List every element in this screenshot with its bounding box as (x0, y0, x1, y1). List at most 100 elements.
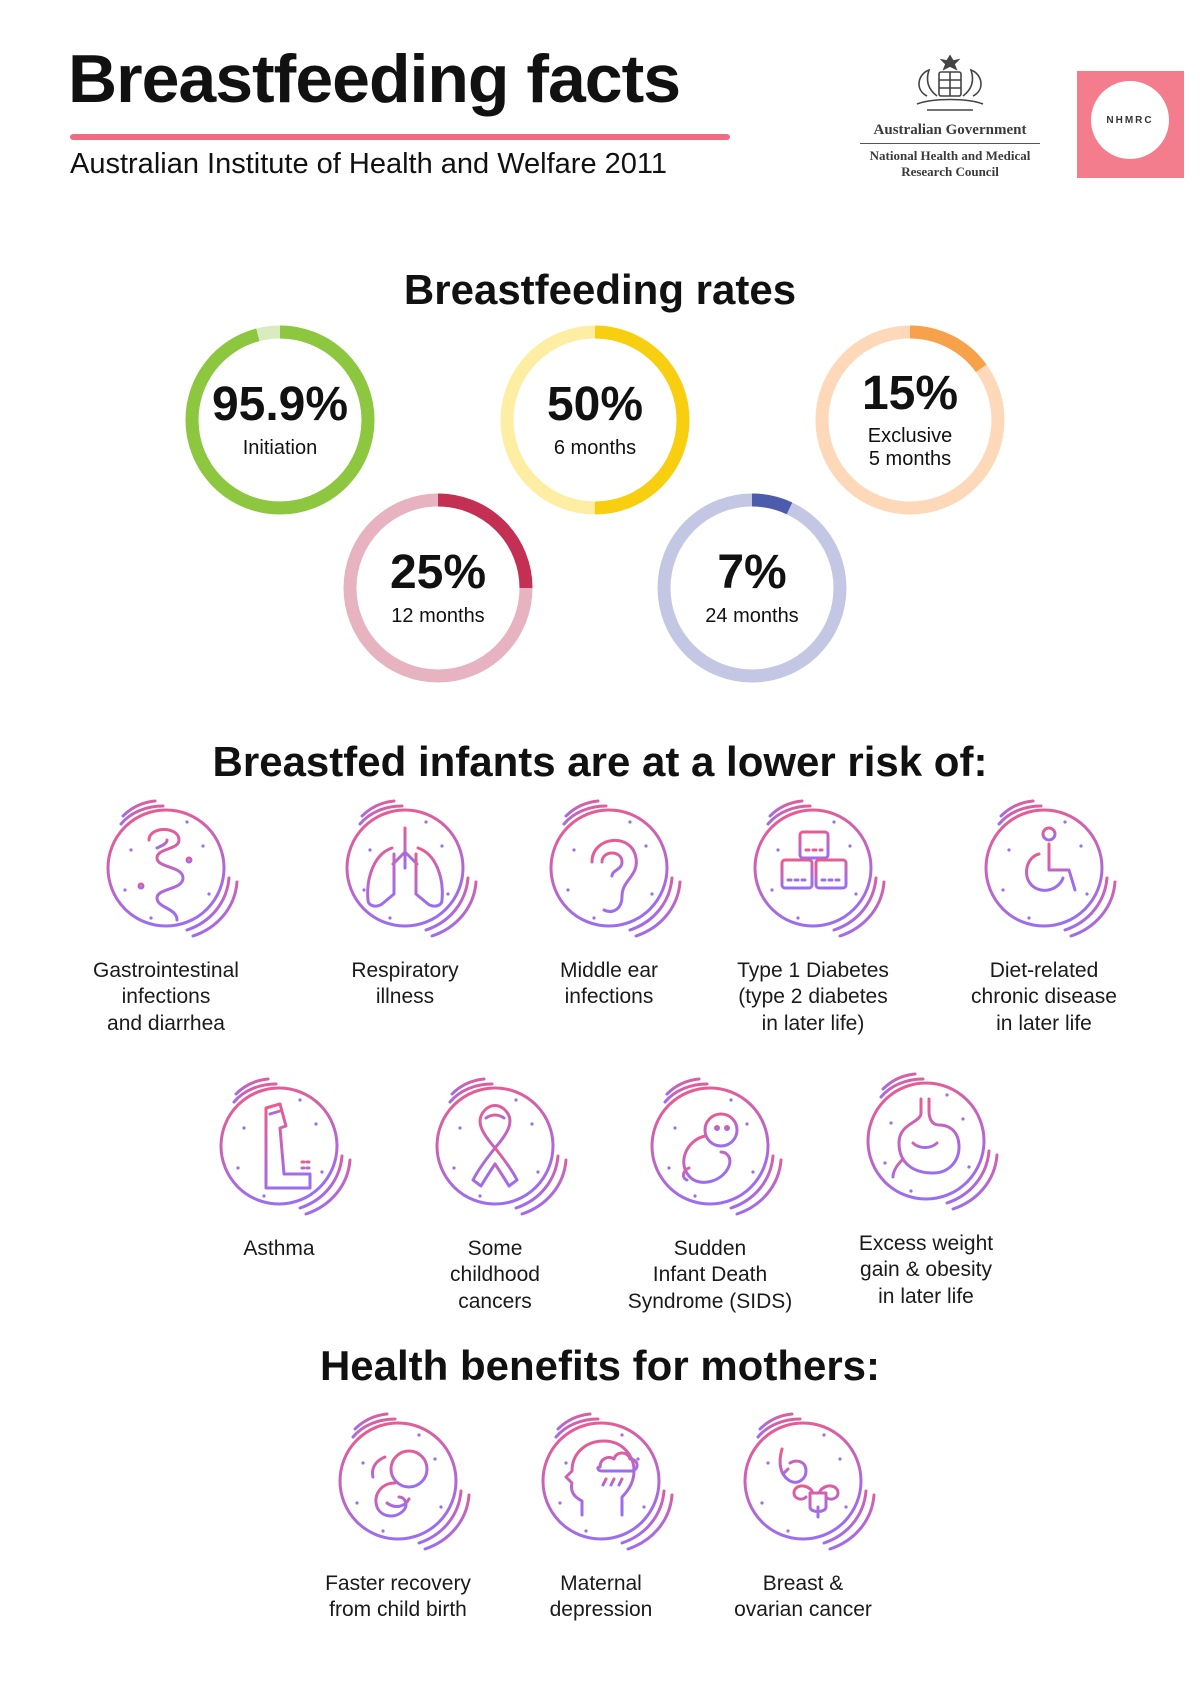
sleeping-baby-icon (650, 1077, 783, 1216)
icon-accent-arc (822, 1489, 868, 1545)
rate-value: 50% (546, 378, 644, 432)
icon-glyph (264, 1102, 312, 1190)
icon-accent-arc (881, 1072, 917, 1091)
icon-dot (751, 1170, 755, 1174)
icon-dot (478, 1194, 482, 1198)
icon-accent-arc (766, 804, 812, 826)
risk-label: Middle ear infections (559, 959, 659, 1009)
benefit-label: Faster recovery from child birth (325, 1572, 471, 1622)
rate-value: 25% (389, 546, 487, 600)
icon-circle (541, 1421, 661, 1541)
icon-dot (207, 892, 211, 896)
icon-dot (242, 1126, 246, 1130)
icon-dot (961, 1117, 965, 1121)
icon-dot (786, 1529, 790, 1533)
icon-dot (458, 1126, 462, 1130)
council-name: National Health and Medical Research Cou… (869, 148, 1031, 179)
icon-glyph (366, 826, 444, 908)
icon-circle (338, 1421, 458, 1541)
head-raincloud-icon (541, 1412, 674, 1551)
icon-dot (592, 916, 596, 920)
icon-glyph (891, 1097, 961, 1179)
icon-accent-arc (185, 876, 231, 932)
risk-sids: Sudden Infant Death Syndrome (SIDS) (595, 1068, 825, 1315)
progress-ring (815, 325, 1005, 515)
icon-dot (362, 888, 366, 892)
icon-dot (129, 848, 133, 852)
rate-ring-6-months: 50% 6 months (495, 320, 695, 520)
title-underline (70, 134, 730, 140)
risk-label: Some childhood cancers (450, 1237, 540, 1313)
risk-label: Respiratory illness (351, 959, 459, 1009)
rates-section-title: Breastfeeding rates (403, 266, 797, 313)
icon-glyph (564, 1439, 639, 1517)
coat-of-arms-icon (916, 54, 984, 111)
icon-dot (314, 1122, 318, 1126)
icon-dot (185, 820, 189, 824)
icon-glyph (137, 828, 193, 922)
government-name: Australian Government (860, 122, 1040, 144)
risk-diet-related-disease: Diet-related chronic disease in later li… (929, 790, 1159, 1037)
icon-circle (219, 1086, 339, 1206)
icon-dot (628, 820, 632, 824)
icon-accent-arc (423, 1493, 471, 1551)
icon-accent-arc (298, 1154, 344, 1210)
icon-accent-arc (951, 1153, 999, 1211)
icon-accent-arc (360, 799, 396, 818)
icon-dot (564, 1461, 568, 1465)
icon-dot (1007, 848, 1011, 852)
icon-circle (753, 808, 873, 928)
ring-progress-arc (185, 325, 375, 515)
icon-accent-arc (735, 1158, 783, 1216)
ribbon-icon (435, 1077, 568, 1216)
icon-dot (514, 1098, 518, 1102)
icon-dot (967, 1165, 971, 1169)
icon-dot (796, 916, 800, 920)
rate-label: 12 months (391, 604, 485, 627)
icon-accent-arc (520, 1158, 568, 1216)
icon-dot (236, 1166, 240, 1170)
icon-dot (650, 892, 654, 896)
government-logo: Australian Government National Health an… (860, 52, 1040, 179)
rate-ring-12-months: 25% 12 months (338, 488, 538, 688)
rate-ring-exclusive-5-months: 15% Exclusive 5 months (810, 320, 1010, 520)
icon-dot (262, 1194, 266, 1198)
icon-dot (566, 888, 570, 892)
ring-progress-arc (815, 325, 1005, 515)
icon-accent-arc (634, 880, 682, 938)
icon-dot (558, 1501, 562, 1505)
fetus-icon (338, 1412, 471, 1551)
risk-label: Type 1 Diabetes (type 2 diabetes in late… (737, 959, 889, 1035)
risk-middle-ear: Middle ear infections (494, 790, 724, 1011)
rate-value: 15% (861, 366, 959, 420)
icon-dot (909, 1189, 913, 1193)
ring-progress-arc (500, 325, 690, 515)
icon-accent-arc (729, 1154, 775, 1210)
icon-accent-arc (997, 804, 1043, 826)
icon-accent-arc (424, 876, 470, 932)
icon-dot (361, 1461, 365, 1465)
benefit-label: Maternal depression (549, 1572, 653, 1622)
icon-dot (584, 1529, 588, 1533)
icon-circle (743, 1421, 863, 1541)
icon-accent-arc (828, 1493, 876, 1551)
icon-accent-arc (832, 876, 878, 932)
mother-benefits-section-title: Health benefits for mothers: (319, 1342, 881, 1389)
risk-label: Sudden Infant Death Syndrome (SIDS) (627, 1237, 793, 1313)
risk-label: Gastrointestinal infections and diarrhea (93, 959, 239, 1035)
page-title: Breastfeeding facts (68, 41, 681, 117)
icon-dot (848, 844, 852, 848)
icon-accent-arc (564, 799, 600, 818)
benefit-maternal-depression: Maternal depression (486, 1403, 716, 1624)
icon-accent-arc (554, 1417, 600, 1439)
icon-accent-arc (768, 799, 804, 818)
icon-circle (435, 1086, 555, 1206)
icon-dot (766, 1461, 770, 1465)
icon-dot (620, 1433, 624, 1437)
icon-dot (388, 916, 392, 920)
progress-ring (343, 493, 533, 683)
icon-dot (440, 844, 444, 848)
icon-glyph (780, 830, 848, 890)
benefit-breast-ovarian-cancer: Breast & ovarian cancer (688, 1403, 918, 1624)
icon-dot (945, 1093, 949, 1097)
